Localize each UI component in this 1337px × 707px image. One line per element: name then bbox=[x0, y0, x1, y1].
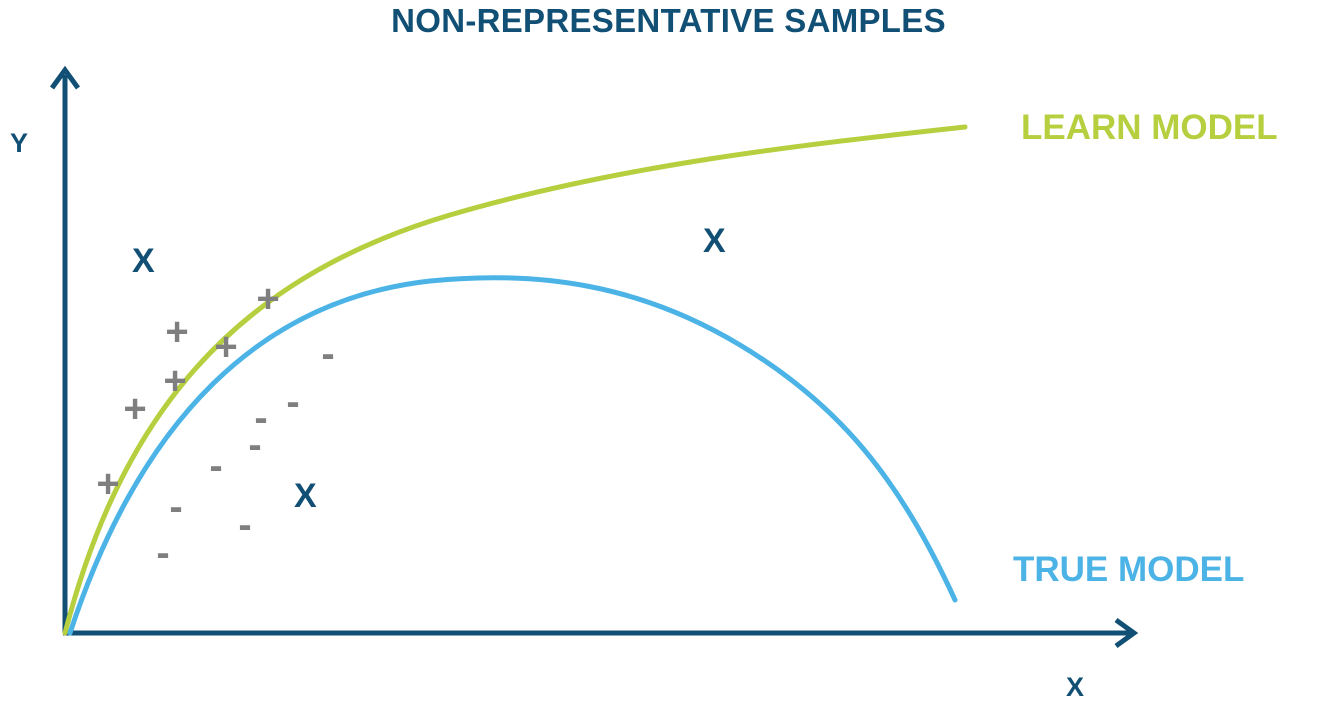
plus-sample: + bbox=[214, 325, 238, 369]
minus-sample: - bbox=[169, 485, 183, 529]
x-axis-arrowhead bbox=[1114, 617, 1139, 649]
minus-sample: - bbox=[238, 503, 252, 547]
minus-sample: - bbox=[254, 396, 268, 440]
learn-model-label: LEARN MODEL bbox=[1021, 108, 1278, 147]
learn-model-curve bbox=[62, 124, 968, 636]
x-marker: X bbox=[132, 242, 155, 280]
minus-sample: - bbox=[286, 380, 300, 424]
diagram-title: NON-REPRESENTATIVE SAMPLES bbox=[391, 2, 946, 39]
minus-sample: - bbox=[321, 332, 335, 376]
plus-sample: + bbox=[163, 359, 187, 403]
plus-sample: + bbox=[123, 387, 147, 431]
true-model-curve bbox=[67, 275, 958, 636]
minus-sample: - bbox=[209, 444, 223, 488]
y-axis-arrowhead bbox=[49, 65, 81, 90]
plus-sample: + bbox=[256, 277, 280, 321]
x-axis-label: X bbox=[1066, 672, 1085, 702]
minus-sample: - bbox=[156, 531, 170, 575]
x-marker: X bbox=[703, 222, 726, 260]
x-marker: X bbox=[294, 477, 317, 515]
minus-sample: - bbox=[248, 423, 262, 467]
plus-sample: + bbox=[165, 310, 189, 354]
true-model-label: TRUE MODEL bbox=[1013, 550, 1245, 589]
y-axis-label: Y bbox=[10, 128, 29, 158]
plus-sample: + bbox=[96, 462, 120, 506]
